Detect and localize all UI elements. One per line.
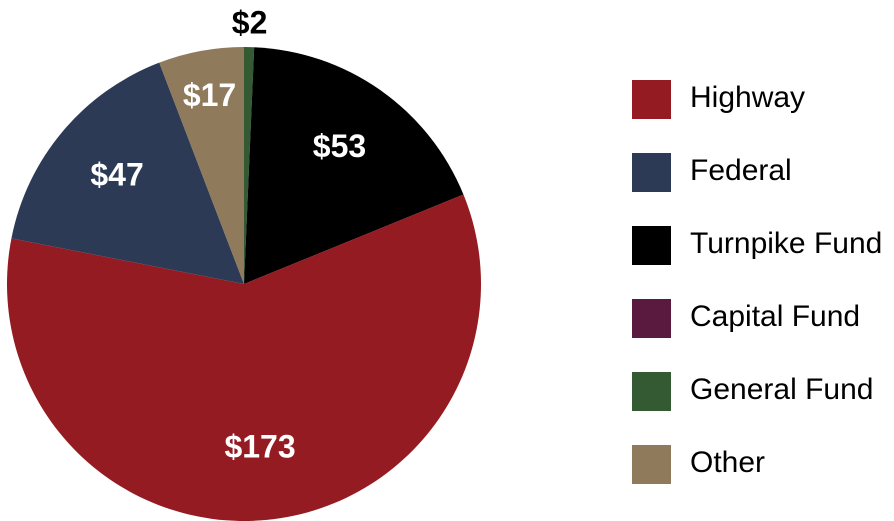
legend-label: General Fund xyxy=(690,373,873,406)
legend-swatch xyxy=(632,226,671,265)
pie-slice xyxy=(244,47,464,284)
legend-label: Other xyxy=(690,446,765,479)
legend-swatch xyxy=(632,372,671,411)
legend-swatch xyxy=(632,299,671,338)
value-label: $2 xyxy=(232,5,268,41)
pie-slice xyxy=(7,194,481,521)
value-label: $47 xyxy=(90,157,143,193)
legend-label: Capital Fund xyxy=(690,300,860,333)
legend-swatch xyxy=(632,445,671,484)
pie-slice xyxy=(11,62,245,285)
pie-slice xyxy=(244,47,255,284)
value-label: $17 xyxy=(183,77,236,113)
legend-label: Turnpike Fund xyxy=(690,227,882,260)
legend-label: Federal xyxy=(690,154,792,187)
legend-swatch xyxy=(632,153,671,192)
value-label: $173 xyxy=(224,429,295,465)
pie-slice xyxy=(159,47,244,284)
legend-swatch xyxy=(632,80,671,119)
value-label: $53 xyxy=(313,128,366,164)
legend-label: Highway xyxy=(690,81,805,114)
